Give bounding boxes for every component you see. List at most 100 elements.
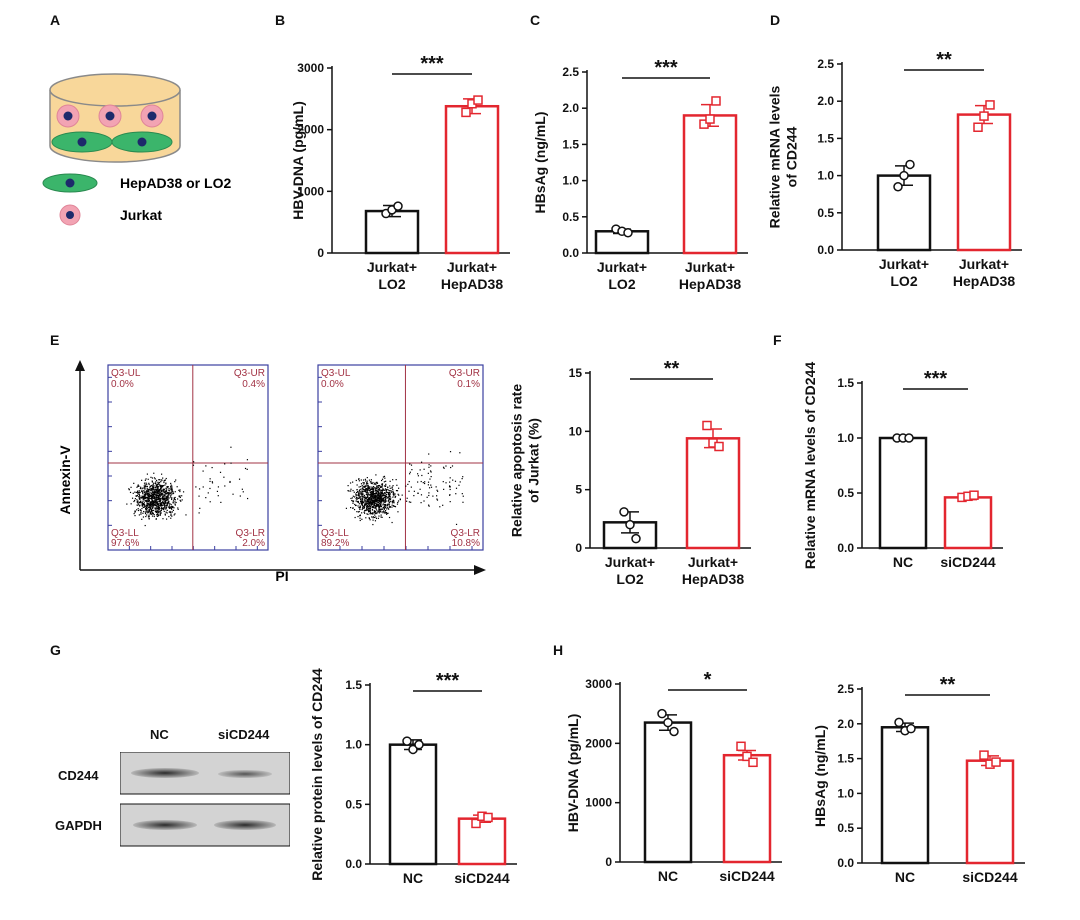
event-dot <box>169 510 171 513</box>
event-dot <box>380 497 382 500</box>
event-dot <box>150 513 153 515</box>
bar <box>682 114 738 255</box>
wb-lane-nc-label: NC <box>150 727 169 742</box>
event-dot <box>174 504 176 506</box>
event-dot <box>370 502 373 504</box>
y-tick-label: 1000 <box>585 796 612 810</box>
event-dot <box>153 482 155 484</box>
event-dot <box>167 496 169 498</box>
event-dot <box>375 496 377 498</box>
event-dot <box>375 517 378 520</box>
event-dot <box>375 474 377 476</box>
event-dot <box>148 511 150 513</box>
event-dot <box>158 505 160 507</box>
event-dot <box>378 515 380 517</box>
event-dot <box>211 482 214 484</box>
quadrant-ll-name: Q3-LL <box>111 528 139 539</box>
event-dot <box>157 482 160 484</box>
event-dot <box>164 501 166 503</box>
event-dot <box>143 506 145 509</box>
event-dot <box>150 510 152 512</box>
event-dot <box>366 492 368 494</box>
event-dot <box>377 489 380 491</box>
event-dot <box>164 479 166 481</box>
event-dot <box>372 493 375 495</box>
event-dot <box>137 508 139 510</box>
event-dot <box>370 500 372 502</box>
event-dot <box>383 499 385 501</box>
event-dot <box>155 494 157 496</box>
event-dot <box>380 504 382 506</box>
event-dot <box>382 495 385 497</box>
event-dot <box>364 501 366 503</box>
event-dot <box>381 508 383 510</box>
event-dot <box>150 497 153 499</box>
event-dot <box>152 504 154 506</box>
event-dot <box>164 505 166 507</box>
event-dot <box>436 489 438 491</box>
panel-label-e: E <box>50 332 60 348</box>
y-tick-label: 0.0 <box>817 243 834 257</box>
plot-frame <box>317 364 484 551</box>
event-dot <box>165 483 167 485</box>
event-dot <box>366 494 369 496</box>
event-dot <box>385 480 387 482</box>
data-point <box>904 433 914 443</box>
event-dot <box>365 487 368 490</box>
event-dot <box>138 485 140 487</box>
event-dot <box>383 475 386 478</box>
event-dot <box>443 488 445 490</box>
event-dot <box>148 515 150 518</box>
event-dot <box>154 490 156 492</box>
event-dot <box>149 502 151 504</box>
event-dot <box>159 484 161 486</box>
event-dot <box>376 512 378 515</box>
event-dot <box>153 504 156 506</box>
event-dot <box>155 489 157 491</box>
wb-row-cd244-label: CD244 <box>58 768 99 783</box>
event-dot <box>164 498 167 500</box>
event-dot <box>358 486 360 488</box>
event-dot <box>356 494 358 496</box>
event-dot <box>383 497 385 499</box>
data-point <box>623 227 633 238</box>
event-dot <box>157 505 159 507</box>
event-dot <box>355 504 357 506</box>
event-dot <box>389 499 392 501</box>
event-dot <box>160 509 162 511</box>
event-dot <box>455 523 458 526</box>
event-dot <box>375 500 377 502</box>
event-dot <box>178 489 180 491</box>
event-dot <box>132 492 134 494</box>
event-dot <box>133 482 135 484</box>
event-dot <box>369 494 371 496</box>
event-dot <box>360 502 362 504</box>
panel-label-b: B <box>275 12 286 28</box>
y-tick-label: 0.5 <box>837 486 854 500</box>
event-dot <box>156 488 158 491</box>
event-dot <box>381 483 384 485</box>
event-dot <box>162 477 164 479</box>
event-dot <box>161 490 163 493</box>
event-dot <box>163 488 165 490</box>
significance-stars: ** <box>664 358 680 380</box>
event-dot <box>389 506 391 508</box>
event-dot <box>359 490 361 493</box>
event-dot <box>205 465 207 467</box>
event-dot <box>157 487 159 489</box>
event-dot <box>170 489 172 491</box>
event-dot <box>162 484 164 487</box>
event-dot <box>171 488 173 491</box>
event-dot <box>138 501 140 504</box>
event-dot <box>357 511 360 513</box>
event-dot <box>178 495 180 497</box>
event-dot <box>461 478 463 480</box>
event-dot <box>164 499 166 501</box>
event-dot <box>159 500 161 502</box>
event-dot <box>163 510 165 513</box>
event-dot <box>375 504 377 507</box>
chart-f: 0.0 0.5 1.0 1.5 Relative mRNA levels of CD24… <box>802 362 1003 570</box>
event-dot <box>374 500 376 502</box>
event-dot <box>160 481 162 483</box>
